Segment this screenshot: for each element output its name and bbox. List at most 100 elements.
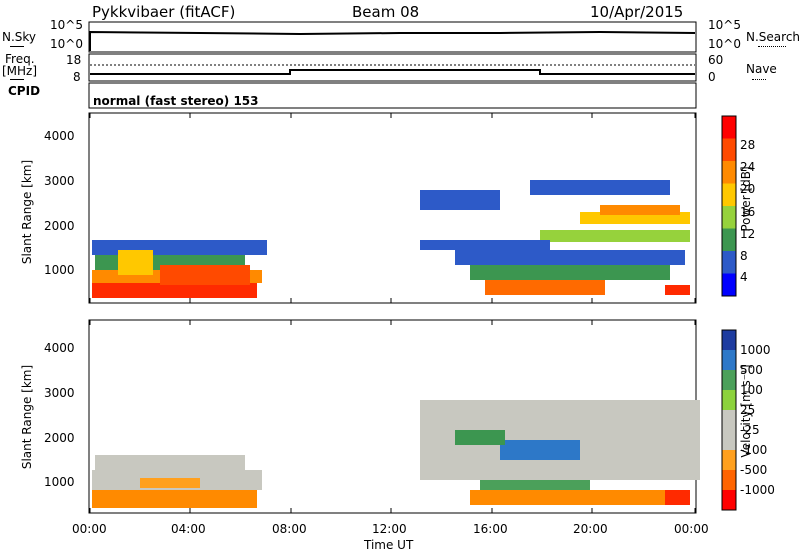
power-echo-patch [540, 230, 690, 242]
power-ytick-4000: 4000 [44, 129, 75, 143]
xtick-0800: 08:00 [272, 522, 307, 536]
power-echo-patch [470, 265, 670, 280]
velocity-echo-patch [480, 478, 590, 490]
power-colorbar-swatch [722, 161, 736, 184]
velocity-colorbar-swatch [722, 410, 736, 431]
velocity-scatter-group [92, 400, 700, 508]
velocity-echo-patch [500, 440, 580, 460]
velocity-ytick-1000: 1000 [44, 475, 75, 489]
nave-legend-line [752, 79, 766, 80]
nsky-panel-frame [88, 21, 697, 53]
xtick-1200: 12:00 [372, 522, 407, 536]
freq-legend-line [10, 79, 24, 80]
velocity-colorbar [721, 329, 737, 511]
nave-tick-low: 0 [708, 70, 716, 84]
velocity-colorbar-swatch [722, 330, 736, 351]
power-cb-tick-12: 12 [740, 227, 756, 241]
xtick-1600: 16:00 [473, 522, 508, 536]
power-echo-patch [160, 265, 250, 285]
vel-cb-tick-25: 25 [740, 403, 756, 417]
xtick-0400: 04:00 [171, 522, 206, 536]
velocity-ytick-3000: 3000 [44, 386, 75, 400]
vel-cb-tick-m25: -25 [740, 423, 760, 437]
power-echo-patch [92, 283, 257, 298]
power-cb-tick-24: 24 [740, 160, 756, 174]
cpid-text: normal (fast stereo) 153 [93, 94, 259, 108]
power-scatter-group [92, 180, 690, 298]
velocity-colorbar-swatch [722, 450, 736, 471]
station-title: Pykkvibaer (fitACF) [92, 3, 236, 21]
freq-label: Freq. [5, 52, 35, 66]
xtick-0000: 00:00 [72, 522, 107, 536]
freq-unit-label: [MHz] [2, 64, 38, 78]
power-colorbar-swatch [722, 251, 736, 274]
vel-cb-tick-m1000: -1000 [740, 483, 775, 497]
power-cb-tick-28: 28 [740, 138, 756, 152]
velocity-colorbar-swatch [722, 470, 736, 491]
xaxis-label: Time UT [364, 538, 414, 552]
power-echo-patch [118, 250, 153, 275]
velocity-colorbar-swatch [722, 390, 736, 411]
velocity-echo-patch [140, 478, 200, 488]
beam-title: Beam 08 [352, 3, 420, 21]
xtick-2400: 00:00 [674, 522, 709, 536]
power-colorbar-swatch [722, 228, 736, 252]
velocity-echo-patch [95, 455, 245, 470]
velocity-colorbar-swatch [722, 370, 736, 391]
power-cb-tick-8: 8 [740, 249, 748, 263]
velocity-echo-patch [92, 490, 257, 508]
power-ytick-1000: 1000 [44, 263, 75, 277]
vel-cb-tick-100: 100 [740, 383, 763, 397]
power-panel-frame [88, 112, 697, 304]
velocity-colorbar-swatch [722, 490, 736, 511]
freq-panel-frame [88, 53, 697, 82]
velocity-colorbar-frame [721, 329, 737, 511]
velocity-colorbar-swatch [722, 430, 736, 451]
nsearch-tick-low: 10^0 [708, 37, 741, 51]
cpid-panel-frame [88, 82, 697, 109]
velocity-echo-patch [600, 400, 690, 415]
power-colorbar-swatch [722, 273, 736, 297]
velocity-echo-patch [455, 430, 505, 445]
freq-tick-high: 18 [66, 53, 82, 67]
power-colorbar-frame [721, 115, 737, 297]
xaxis-ticks [89, 113, 696, 513]
date-title: 10/Apr/2015 [590, 3, 684, 21]
power-echo-patch [530, 180, 670, 195]
vel-cb-tick-m100: -100 [740, 443, 768, 457]
nsky-label: N.Sky [2, 30, 37, 44]
power-ytick-2000: 2000 [44, 219, 75, 233]
power-ytick-3000: 3000 [44, 174, 75, 188]
nsearch-tick-high: 10^5 [708, 18, 741, 32]
velocity-colorbar-swatch [722, 350, 736, 371]
power-colorbar-swatch [722, 183, 736, 207]
nsky-tick-low: 10^0 [50, 37, 83, 51]
velocity-ytick-4000: 4000 [44, 341, 75, 355]
power-echo-patch [455, 250, 685, 265]
power-echo-patch [420, 190, 500, 210]
power-echo-patch [420, 240, 550, 250]
cpid-label: CPID [8, 84, 41, 98]
power-echo-patch [485, 280, 605, 295]
nave-label: Nave [746, 62, 777, 76]
vel-cb-tick-500: 500 [740, 363, 763, 377]
power-colorbar-swatch [722, 206, 736, 229]
power-colorbar-swatch [722, 116, 736, 139]
vel-cb-tick-m500: -500 [740, 463, 768, 477]
power-cb-tick-4: 4 [740, 270, 748, 284]
velocity-ytick-2000: 2000 [44, 431, 75, 445]
velocity-echo-patch [470, 490, 670, 505]
power-echo-patch [600, 205, 680, 215]
nsky-legend-line [10, 46, 24, 47]
nsky-tick-high: 10^5 [50, 18, 83, 32]
freq-trace [90, 69, 695, 75]
xtick-2000: 20:00 [573, 522, 608, 536]
nave-tick-high: 60 [708, 53, 724, 67]
power-colorbar [721, 115, 737, 297]
power-echo-patch [665, 285, 690, 295]
nsearch-label: N.Search [746, 30, 800, 44]
vel-cb-tick-1000: 1000 [740, 343, 771, 357]
freq-tick-low: 8 [73, 70, 81, 84]
power-cb-tick-16: 16 [740, 205, 756, 219]
